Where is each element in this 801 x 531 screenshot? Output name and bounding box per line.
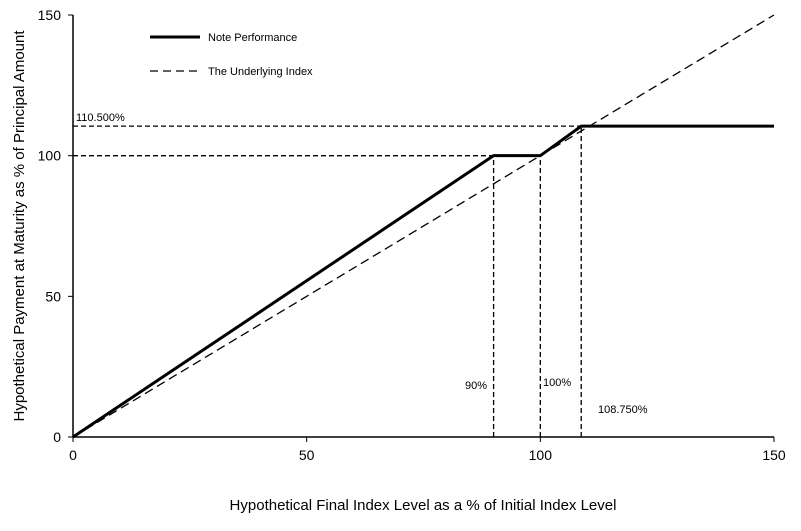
y-axis-title: Hypothetical Payment at Maturity as % of… (11, 30, 28, 422)
x-tick-label: 150 (762, 447, 786, 463)
y-tick-label: 0 (53, 429, 61, 445)
x-tick-label: 50 (299, 447, 315, 463)
y-tick-label: 50 (45, 288, 61, 304)
legend-label-note-performance: Note Performance (208, 32, 297, 44)
x-axis-title: Hypothetical Final Index Level as a % of… (230, 497, 617, 514)
y-tick-label: 100 (38, 148, 62, 164)
annotation-90: 90% (465, 380, 487, 392)
legend-label-underlying-index: The Underlying Index (208, 66, 313, 78)
series-note-performance-line (72, 124, 774, 439)
annotation-110-500: 110.500% (76, 112, 125, 124)
y-tick-label: 150 (38, 7, 62, 23)
series-layer (72, 14, 775, 439)
annotation-100: 100% (543, 377, 571, 389)
series-underlying-index-line (72, 14, 775, 438)
reference-lines (73, 125, 582, 437)
x-tick-label: 0 (69, 447, 77, 463)
annotation-108-750: 108.750% (598, 404, 648, 416)
ticks-layer: 0 50 100 150 0 50 100 150 (38, 7, 786, 463)
legend: Note Performance The Underlying Index (150, 32, 313, 78)
x-tick-label: 100 (529, 447, 553, 463)
